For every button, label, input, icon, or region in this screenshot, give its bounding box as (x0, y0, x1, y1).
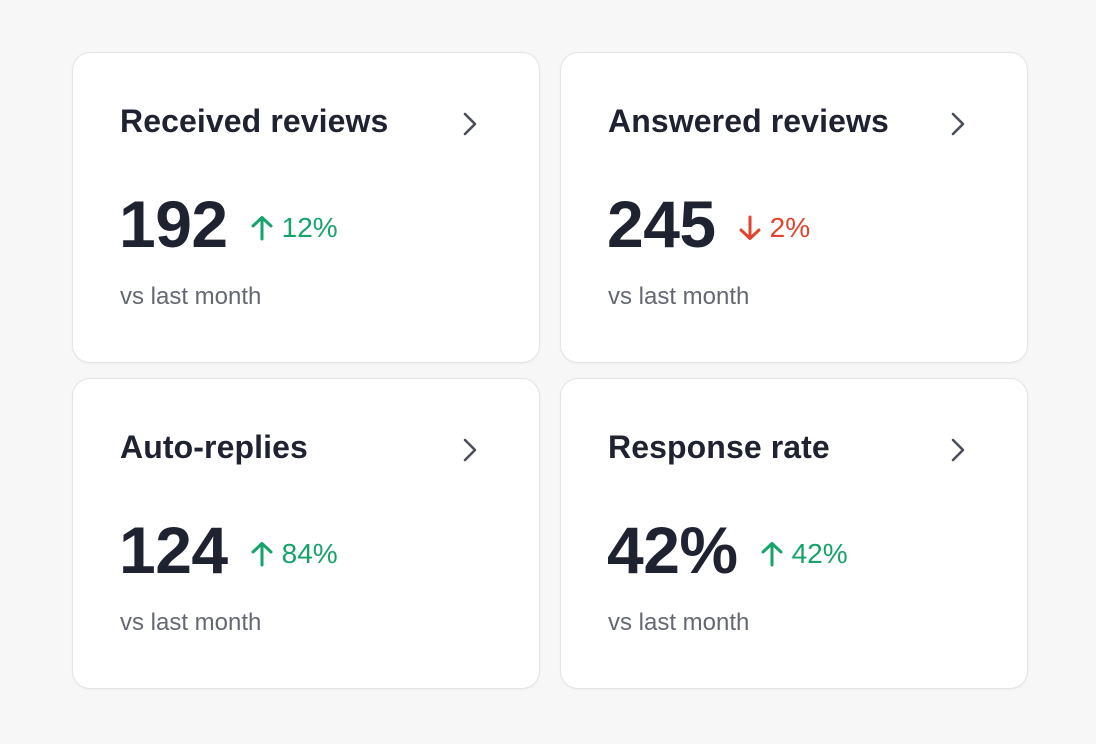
trend-value: 12% (281, 212, 338, 243)
arrow-down-icon (739, 215, 761, 240)
comparison-label: vs last month (120, 609, 262, 636)
card-response-rate[interactable]: Response rate 42% 42% vs last month (560, 378, 1028, 689)
trend-badge: 2% (738, 214, 810, 242)
card-title: Answered reviews (608, 103, 889, 139)
comparison-label: vs last month (608, 609, 750, 636)
metric-value: 192 (119, 187, 228, 261)
comparison-label: vs last month (120, 283, 262, 310)
arrow-up-icon (761, 542, 783, 567)
trend-value: 84% (281, 538, 338, 569)
metric-value: 245 (607, 187, 716, 261)
card-auto-replies[interactable]: Auto-replies 124 84% vs last month (72, 378, 540, 689)
chevron-right-icon[interactable] (947, 437, 969, 463)
trend-badge: 84% (250, 540, 338, 568)
card-title: Auto-replies (120, 429, 308, 465)
chevron-right-icon[interactable] (459, 437, 481, 463)
chevron-right-icon[interactable] (459, 111, 481, 137)
metric-row: 124 84% (119, 517, 338, 583)
card-answered-reviews[interactable]: Answered reviews 245 2% vs last month (560, 52, 1028, 363)
trend-value: 2% (769, 212, 811, 243)
metric-value: 124 (119, 513, 228, 587)
card-title: Response rate (608, 429, 830, 465)
arrow-up-icon (251, 542, 273, 567)
metric-row: 42% 42% (607, 517, 848, 583)
comparison-label: vs last month (608, 283, 750, 310)
stats-grid: Received reviews 192 12% vs last month A… (72, 52, 1028, 689)
card-title: Received reviews (120, 103, 389, 139)
arrow-up-icon (251, 216, 273, 241)
chevron-right-icon[interactable] (947, 111, 969, 137)
trend-badge: 12% (250, 214, 338, 242)
card-received-reviews[interactable]: Received reviews 192 12% vs last month (72, 52, 540, 363)
metric-row: 192 12% (119, 191, 338, 257)
metric-row: 245 2% (607, 191, 810, 257)
trend-value: 42% (791, 538, 848, 569)
trend-badge: 42% (760, 540, 848, 568)
metric-value: 42% (607, 513, 738, 587)
